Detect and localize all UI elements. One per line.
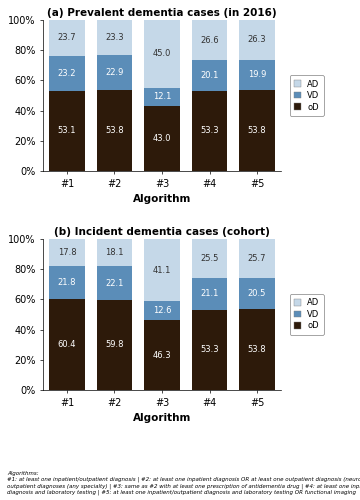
Text: 53.8: 53.8 bbox=[248, 345, 266, 354]
Bar bbox=[96, 55, 132, 90]
Text: 12.1: 12.1 bbox=[153, 92, 171, 102]
Text: 60.4: 60.4 bbox=[58, 340, 76, 349]
Bar bbox=[96, 266, 132, 300]
Text: 53.3: 53.3 bbox=[200, 126, 219, 136]
Text: 53.1: 53.1 bbox=[58, 126, 76, 136]
Text: 53.8: 53.8 bbox=[105, 126, 124, 135]
Bar bbox=[192, 90, 228, 171]
X-axis label: Algorithm: Algorithm bbox=[133, 194, 191, 204]
Text: 25.5: 25.5 bbox=[200, 254, 219, 263]
Text: 45.0: 45.0 bbox=[153, 50, 171, 58]
Text: 19.9: 19.9 bbox=[248, 70, 266, 79]
Bar bbox=[144, 301, 180, 320]
Text: 17.8: 17.8 bbox=[58, 248, 76, 257]
Title: (b) Incident dementia cases (cohort): (b) Incident dementia cases (cohort) bbox=[54, 227, 270, 237]
Text: 20.5: 20.5 bbox=[248, 289, 266, 298]
Bar bbox=[192, 278, 228, 310]
Text: 26.3: 26.3 bbox=[248, 36, 266, 44]
X-axis label: Algorithm: Algorithm bbox=[133, 413, 191, 423]
Bar bbox=[49, 91, 85, 171]
Text: 23.3: 23.3 bbox=[105, 33, 124, 42]
Text: 22.9: 22.9 bbox=[105, 68, 124, 77]
Bar bbox=[239, 20, 275, 59]
Bar bbox=[96, 239, 132, 266]
Bar bbox=[49, 20, 85, 56]
Bar bbox=[144, 106, 180, 171]
Text: 20.1: 20.1 bbox=[200, 71, 219, 80]
Bar bbox=[96, 90, 132, 171]
Legend: AD, VD, oD: AD, VD, oD bbox=[290, 294, 324, 335]
Text: 46.3: 46.3 bbox=[153, 350, 171, 360]
Bar bbox=[192, 239, 228, 278]
Bar bbox=[49, 56, 85, 91]
Text: 26.6: 26.6 bbox=[200, 36, 219, 44]
Bar bbox=[96, 20, 132, 55]
Text: 41.1: 41.1 bbox=[153, 266, 171, 274]
Bar bbox=[49, 299, 85, 390]
Bar bbox=[192, 310, 228, 390]
Bar bbox=[239, 90, 275, 171]
Text: 18.1: 18.1 bbox=[105, 248, 124, 257]
Bar bbox=[49, 239, 85, 266]
Title: (a) Prevalent dementia cases (in 2016): (a) Prevalent dementia cases (in 2016) bbox=[47, 8, 277, 18]
Text: 43.0: 43.0 bbox=[153, 134, 171, 143]
Bar bbox=[192, 60, 228, 90]
Bar bbox=[144, 20, 180, 88]
Bar bbox=[239, 239, 275, 278]
Text: 21.8: 21.8 bbox=[58, 278, 76, 287]
Bar bbox=[144, 320, 180, 390]
Text: 21.1: 21.1 bbox=[200, 289, 219, 298]
Text: 53.3: 53.3 bbox=[200, 346, 219, 354]
Text: 25.7: 25.7 bbox=[248, 254, 266, 263]
Bar bbox=[96, 300, 132, 390]
Text: 23.2: 23.2 bbox=[58, 69, 76, 78]
Text: 23.7: 23.7 bbox=[58, 34, 76, 42]
Legend: AD, VD, oD: AD, VD, oD bbox=[290, 76, 324, 116]
Bar bbox=[239, 309, 275, 390]
Bar bbox=[192, 20, 228, 60]
Text: 22.1: 22.1 bbox=[105, 278, 124, 287]
Text: 12.6: 12.6 bbox=[153, 306, 171, 315]
Bar bbox=[49, 266, 85, 299]
Text: 53.8: 53.8 bbox=[248, 126, 266, 135]
Bar bbox=[144, 239, 180, 301]
Bar bbox=[239, 278, 275, 309]
Bar bbox=[239, 60, 275, 90]
Text: 59.8: 59.8 bbox=[105, 340, 124, 349]
Text: Algorithms:
#1: at least one inpatient/outpatient diagnosis | #2: at least one i: Algorithms: #1: at least one inpatient/o… bbox=[7, 471, 360, 495]
Bar bbox=[144, 88, 180, 106]
